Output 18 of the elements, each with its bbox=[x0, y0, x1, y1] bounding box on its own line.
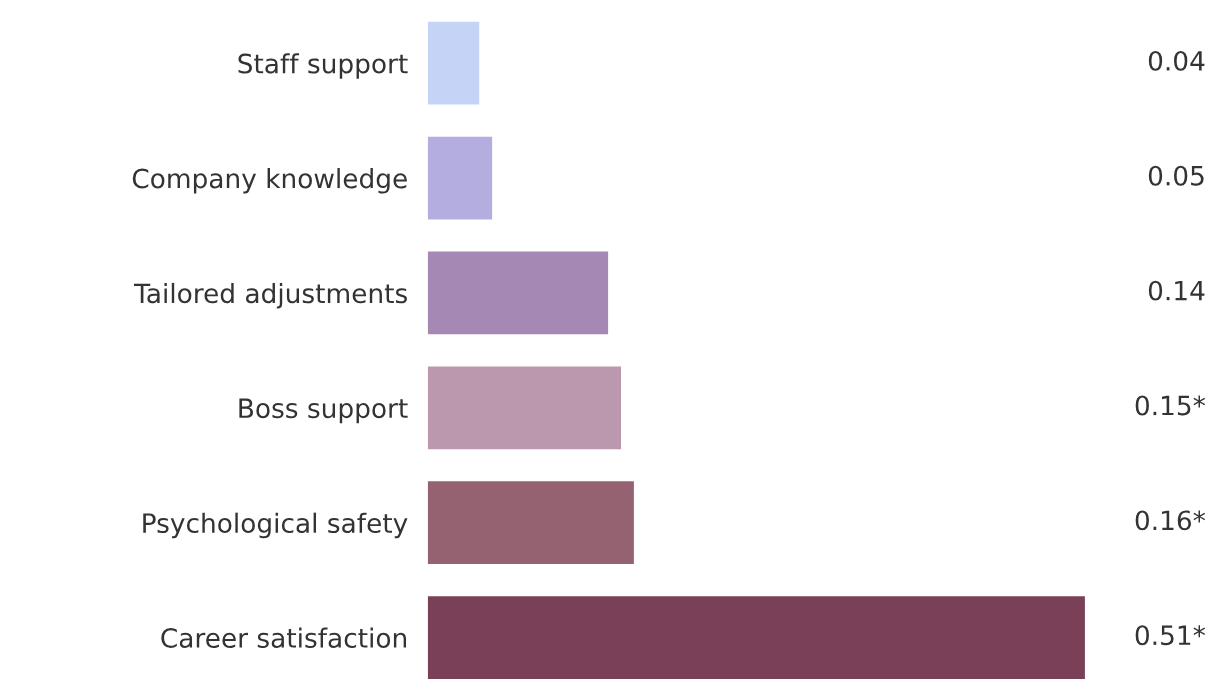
bar bbox=[427, 136, 493, 220]
bar bbox=[427, 21, 480, 105]
bar bbox=[427, 251, 609, 335]
bar bbox=[427, 481, 634, 565]
y-tick-label: Staff support bbox=[238, 53, 408, 79]
data-label: 0.16* bbox=[1135, 510, 1206, 531]
data-label: 0.14 bbox=[1148, 280, 1205, 301]
y-tick-label: Psychological safety bbox=[143, 512, 408, 539]
y-tick-label: Company knowledge bbox=[132, 168, 407, 194]
bar bbox=[427, 596, 1085, 679]
data-label: 0.15* bbox=[1135, 395, 1206, 416]
data-label: 0.05 bbox=[1148, 165, 1204, 186]
data-label: 0.04 bbox=[1148, 50, 1205, 71]
y-tick-label: Career satisfaction bbox=[161, 627, 407, 648]
y-tick-label: Tailored adjustments bbox=[133, 282, 407, 309]
bar bbox=[427, 366, 621, 450]
y-tick-label: Boss support bbox=[239, 398, 408, 424]
data-label: 0.51* bbox=[1135, 625, 1206, 646]
